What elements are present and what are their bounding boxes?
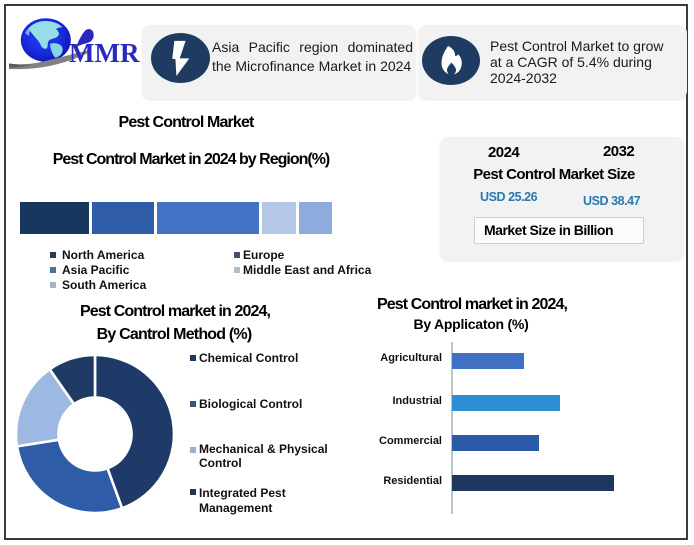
svg-text:MMR: MMR	[69, 38, 140, 68]
